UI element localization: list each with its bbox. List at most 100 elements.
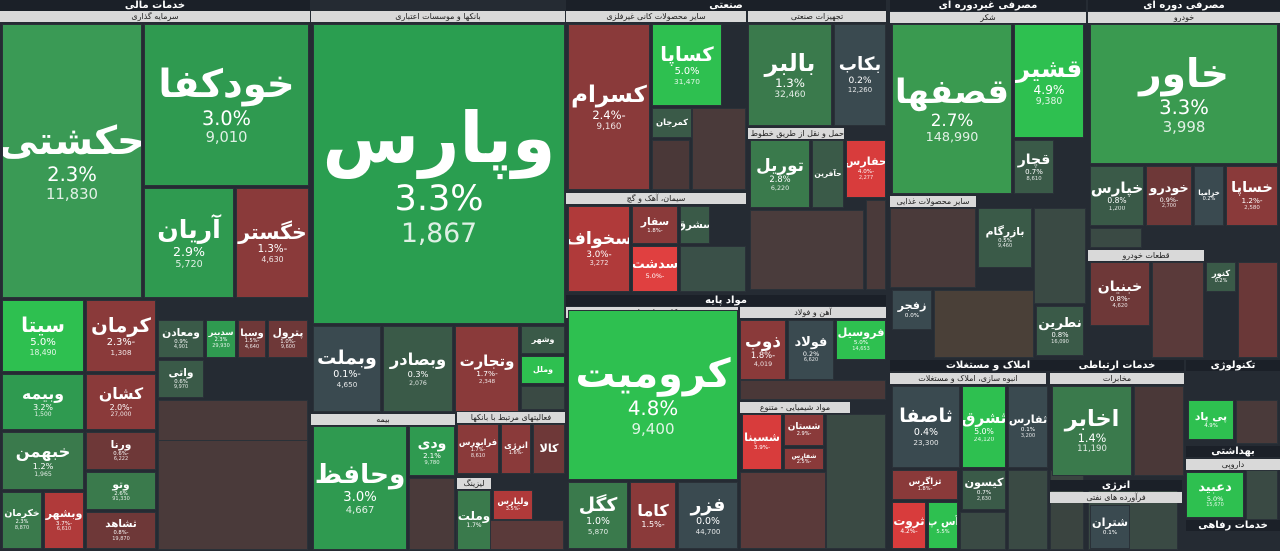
stock-change: -2.0% bbox=[109, 403, 133, 413]
stock-change: -4.2% bbox=[900, 527, 918, 535]
stock-change: 0.2% bbox=[848, 76, 872, 87]
sector-header: شکر bbox=[890, 12, 1086, 23]
stock-change: -4.0% bbox=[857, 169, 875, 176]
filler-tile bbox=[934, 290, 1034, 358]
stock-volume: 9,780 bbox=[424, 460, 440, 467]
sector-header: بهداشتی bbox=[1186, 446, 1280, 457]
stock-volume: 6,610 bbox=[56, 526, 72, 533]
stock-volume: 8,610 bbox=[1026, 176, 1042, 183]
stock-name: قشیر bbox=[1015, 53, 1083, 83]
filler-tile bbox=[1134, 386, 1184, 476]
stock-name: کمرجان bbox=[655, 117, 689, 128]
stock-volume: 3,272 bbox=[589, 259, 609, 268]
stock-volume: 6,222 bbox=[113, 456, 129, 463]
stock-name: کرومیت bbox=[575, 351, 731, 398]
stock-volume: 1,500 bbox=[34, 411, 52, 419]
stock-volume: 9,970 bbox=[173, 384, 189, 391]
stock-change: -1.8% bbox=[647, 228, 663, 235]
stock-change: 0.9% bbox=[174, 339, 188, 346]
sector-header: سرمایه گذاری bbox=[0, 11, 310, 22]
stock-name: خبنیان bbox=[1097, 278, 1143, 295]
stock-volume: 1,965 bbox=[34, 471, 52, 479]
stock-name: انرژی bbox=[504, 440, 528, 451]
sector-header: خدمات ارتباطی bbox=[1050, 360, 1184, 371]
sector-header: خدمات رفاهی bbox=[1186, 520, 1280, 531]
stock-volume: 4,620 bbox=[1112, 303, 1128, 310]
stock-tile: پترول -1.0% 9,600 bbox=[268, 320, 308, 358]
stock-tile: وپارس 3.3% 1,867 bbox=[313, 24, 565, 324]
stock-change: 0.2% bbox=[802, 349, 820, 358]
stock-tile: ورنا -0.6% 6,222 bbox=[86, 432, 156, 470]
stock-tile: وملت 1.7% bbox=[457, 490, 491, 550]
stock-name: وحافظ bbox=[314, 459, 406, 490]
stock-volume: 2,348 bbox=[478, 378, 496, 385]
stock-change: 0.4% bbox=[913, 427, 939, 439]
filler-tile bbox=[750, 210, 864, 290]
stock-tile: ثاصفا 0.4% 23,300 bbox=[892, 386, 960, 468]
stock-change: 5.5% bbox=[936, 528, 950, 535]
stock-change: -1.2% bbox=[1241, 196, 1263, 205]
stock-volume: 9,010 bbox=[205, 128, 248, 146]
stock-volume: 32,460 bbox=[774, 90, 806, 101]
stock-volume: 11,190 bbox=[1077, 444, 1107, 455]
stock-volume: 29,930 bbox=[212, 342, 230, 349]
sector-header: تکنولوژی bbox=[1186, 360, 1280, 371]
stock-change: 0.7% bbox=[1025, 167, 1043, 176]
filler-tile bbox=[826, 414, 886, 549]
stock-change: -2.3% bbox=[106, 337, 136, 349]
stock-tile: سفار -1.8% bbox=[632, 206, 678, 244]
sector-header: بانکها و موسسات اعتباری bbox=[311, 11, 565, 22]
stock-change: 3.2% bbox=[33, 403, 53, 413]
stock-tile: بالبر 1.3% 32,460 bbox=[748, 24, 832, 126]
stock-tile: بازرگام 0.5% 9,460 bbox=[978, 208, 1032, 268]
stock-change: 0.0% bbox=[696, 515, 720, 527]
stock-tile: وملل bbox=[521, 356, 565, 384]
stock-change: 2.8% bbox=[769, 174, 791, 185]
stock-name: اخابر bbox=[1064, 405, 1120, 432]
stock-tile: زفجر 0.0% bbox=[892, 290, 932, 330]
stock-volume: 4,650 bbox=[336, 380, 358, 390]
stock-volume: 19,870 bbox=[112, 535, 130, 542]
stock-tile: آس پ 5.5% bbox=[928, 502, 958, 549]
stock-volume: 2,277 bbox=[858, 174, 874, 181]
stock-volume: 6,220 bbox=[770, 183, 790, 192]
stock-tile: ومعادن 0.9% 4,901 bbox=[158, 320, 204, 358]
stock-volume: 12,260 bbox=[847, 85, 873, 94]
stock-tile: واتی 0.6% 9,970 bbox=[158, 360, 204, 398]
stock-volume: 1,308 bbox=[110, 347, 132, 357]
stock-change: 0.2% bbox=[1202, 196, 1216, 203]
sector-header: لیزینگ bbox=[457, 478, 491, 489]
stock-name: فزر bbox=[690, 495, 726, 517]
stock-change: 1.7% bbox=[466, 522, 482, 530]
filler-tile bbox=[521, 386, 565, 410]
stock-tile: کسرام -2.4% 9,160 bbox=[568, 24, 650, 190]
stock-tile: فروسیل 5.0% 14,653 bbox=[836, 320, 886, 360]
stock-change: -1.7% bbox=[470, 447, 486, 454]
stock-change: 5.0% bbox=[974, 427, 994, 437]
stock-name: کیسون bbox=[964, 476, 1004, 490]
stock-volume: 16,090 bbox=[1051, 338, 1069, 345]
stock-tile: شسپنا -3.9% bbox=[742, 414, 782, 470]
stock-tile: شفارس -2.5% bbox=[784, 448, 824, 470]
stock-tile: کشان -2.0% 27,000 bbox=[86, 374, 156, 430]
stock-name: وپارس bbox=[322, 97, 556, 180]
sector-header: بیمه bbox=[311, 414, 455, 425]
stock-volume: 9,160 bbox=[596, 121, 622, 132]
filler-tile bbox=[1090, 228, 1142, 248]
stock-change: 4.9% bbox=[1033, 82, 1065, 97]
stock-name: بالبر bbox=[764, 48, 816, 77]
stock-volume: 9,600 bbox=[280, 344, 296, 351]
stock-volume: 4,667 bbox=[345, 504, 375, 516]
stock-tile: حآفرین bbox=[812, 140, 844, 208]
stock-volume: 5,720 bbox=[175, 259, 203, 271]
stock-name: ورنا bbox=[110, 437, 132, 451]
sector-header: مواد پایه bbox=[566, 295, 886, 306]
stock-volume: 2,076 bbox=[409, 379, 427, 387]
stock-change: 2.9% bbox=[173, 243, 205, 259]
stock-change: -3.9% bbox=[753, 445, 771, 452]
stock-tile: فزر 0.0% 44,700 bbox=[678, 482, 738, 549]
stock-volume: 14,653 bbox=[852, 345, 870, 352]
stock-name: خگستر bbox=[238, 219, 307, 244]
stock-name: ومعادن bbox=[162, 325, 200, 339]
stock-name: خزامیا bbox=[1198, 189, 1220, 198]
